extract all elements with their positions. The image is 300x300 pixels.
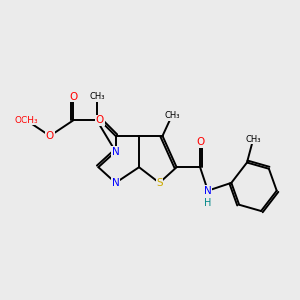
Text: CH₃: CH₃	[164, 111, 180, 120]
Text: N: N	[112, 147, 119, 157]
Text: CH₃: CH₃	[245, 134, 261, 143]
Text: S: S	[156, 178, 163, 188]
Text: O: O	[69, 92, 77, 102]
Text: O: O	[96, 115, 104, 125]
Text: O: O	[196, 137, 204, 147]
Text: OCH₃: OCH₃	[15, 116, 38, 125]
Text: O: O	[46, 131, 54, 141]
Text: N: N	[204, 186, 212, 196]
Text: H: H	[204, 198, 211, 208]
Text: CH₃: CH₃	[89, 92, 105, 101]
Text: N: N	[112, 178, 119, 188]
